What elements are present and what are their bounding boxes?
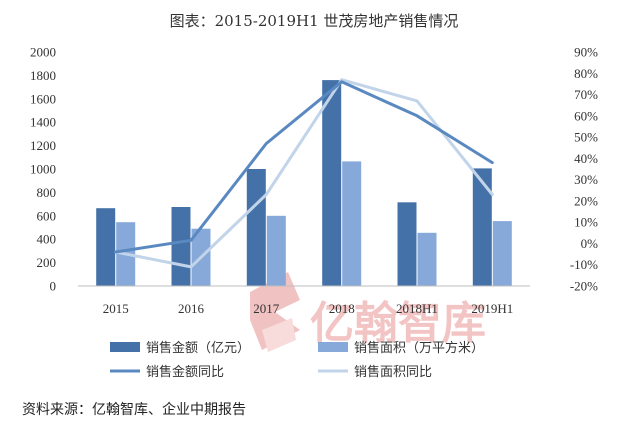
category-label: 2015 xyxy=(103,301,129,316)
watermark: 亿翰智库 xyxy=(250,272,486,352)
right-tick-label: 20% xyxy=(574,193,598,208)
line-sales-area-yoy xyxy=(114,78,494,269)
bar-sales-area xyxy=(417,232,437,286)
left-tick-label: 1600 xyxy=(30,91,56,106)
left-tick-label: 600 xyxy=(37,208,57,223)
watermark-text: 亿翰智库 xyxy=(310,298,486,349)
bar-sales-amount xyxy=(171,207,191,286)
left-tick-label: 1000 xyxy=(30,162,56,177)
left-tick-label: 1200 xyxy=(30,138,56,153)
legend-swatch xyxy=(110,342,140,352)
right-tick-label: 50% xyxy=(574,130,598,145)
bar-sales-area xyxy=(266,215,286,286)
legend-swatch xyxy=(318,342,348,352)
left-tick-label: 1400 xyxy=(30,115,56,130)
left-tick-label: 0 xyxy=(50,279,57,294)
legend-label: 销售面积（万平方米） xyxy=(354,340,484,356)
chart-title: 图表：2015-2019H1 世茂房地产销售情况 xyxy=(170,12,459,30)
legend: 销售金额（亿元） 销售面积（万平方米） 销售金额同比 销售面积同比 xyxy=(110,340,484,380)
category-label: 2017 xyxy=(253,301,280,316)
category-label: 2018H1 xyxy=(396,301,438,316)
watermark-logo-icon xyxy=(250,272,300,352)
legend-item: 销售面积同比 xyxy=(318,364,432,380)
legend-label: 销售金额（亿元） xyxy=(146,340,250,356)
right-tick-label: 0% xyxy=(581,236,599,251)
right-tick-label: 60% xyxy=(574,108,598,123)
category-label: 2016 xyxy=(178,301,205,316)
right-tick-label: -20% xyxy=(570,279,598,294)
right-tick-label: 80% xyxy=(574,66,598,81)
line-series xyxy=(114,78,494,269)
category-label: 2019H1 xyxy=(471,301,513,316)
legend-label: 销售面积同比 xyxy=(354,364,432,380)
bar-sales-amount xyxy=(246,169,266,286)
right-tick-label: 30% xyxy=(574,172,598,187)
category-labels: 2015 2016 2017 2018 2018H1 2019H1 xyxy=(103,301,514,316)
line-sales-amount-yoy xyxy=(114,80,494,254)
legend-item: 销售金额同比 xyxy=(110,364,224,380)
bar-sales-amount xyxy=(472,168,492,286)
legend-label: 销售金额同比 xyxy=(146,364,224,380)
bar-sales-area xyxy=(342,161,362,286)
source-note: 资料来源：亿翰智库、企业中期报告 xyxy=(22,401,246,418)
left-axis-ticks: 0 200 400 600 800 1000 1200 1400 1600 1800 2000 xyxy=(30,45,56,294)
left-tick-label: 2000 xyxy=(30,45,56,60)
right-tick-label: 90% xyxy=(574,45,598,60)
category-label: 2018 xyxy=(329,301,355,316)
right-tick-label: 40% xyxy=(574,151,598,166)
right-tick-label: 10% xyxy=(574,215,598,230)
left-tick-label: 800 xyxy=(37,185,57,200)
left-tick-label: 400 xyxy=(37,232,57,247)
right-tick-label: 70% xyxy=(574,87,598,102)
legend-item: 销售金额（亿元） xyxy=(110,340,250,356)
bar-sales-amount xyxy=(96,208,116,286)
right-axis-ticks: -20% -10% 0% 10% 20% 30% 40% 50% 60% 70% 80% 90% xyxy=(570,45,598,294)
left-tick-label: 1800 xyxy=(30,68,56,83)
bar-sales-area xyxy=(492,221,512,286)
bar-sales-amount xyxy=(322,80,342,286)
bar-sales-amount xyxy=(397,202,417,286)
right-tick-label: -10% xyxy=(570,257,598,272)
legend-item: 销售面积（万平方米） xyxy=(318,340,484,356)
left-tick-label: 200 xyxy=(37,255,57,270)
